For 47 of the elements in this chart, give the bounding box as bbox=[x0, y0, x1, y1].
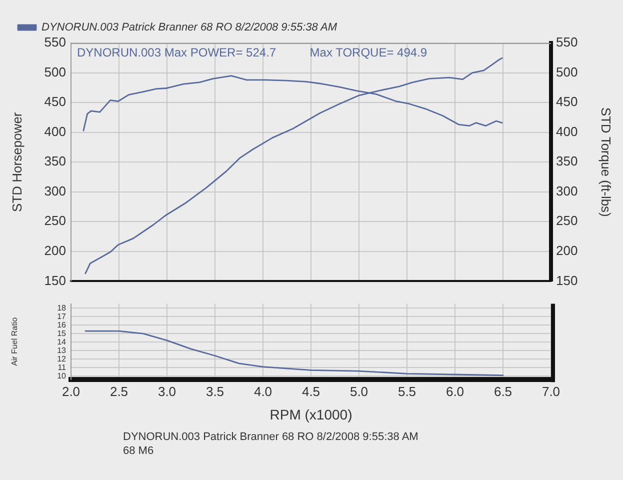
y-tick-label: 400 bbox=[44, 124, 66, 139]
x-tick-label: 5.5 bbox=[398, 384, 416, 399]
y-tick-label: 550 bbox=[44, 34, 66, 50]
y-tick-label: 12 bbox=[57, 354, 67, 364]
x-tick-label: 6.0 bbox=[446, 384, 464, 399]
text: 68 M6 bbox=[123, 444, 155, 458]
y2-tick-label: 300 bbox=[556, 183, 578, 198]
annotation: DYNORUN.003 Max POWER= 524.7 bbox=[77, 45, 276, 60]
y-tick-label: 250 bbox=[44, 213, 66, 228]
y-tick-label: 200 bbox=[44, 243, 66, 258]
x-tick-label: 7.0 bbox=[542, 384, 560, 399]
y2-axis-title: STD Torque (ft-lbs) bbox=[598, 107, 614, 217]
y-axis-title: STD Horsepower bbox=[9, 112, 24, 212]
y-tick-label: 13 bbox=[57, 346, 67, 355]
y-tick-label: 11 bbox=[58, 362, 67, 372]
y-tick-label: 15 bbox=[57, 328, 67, 338]
text: DYNORUN.003 Patrick Branner 68 RO 8/2/2008 9:55:38 AM bbox=[123, 430, 420, 444]
y2-tick-label: 500 bbox=[556, 64, 578, 80]
x-tick-label: 4.5 bbox=[302, 384, 320, 399]
x-tick-label: 2.5 bbox=[110, 384, 128, 399]
annotation: Max TORQUE= 494.9 bbox=[310, 45, 428, 60]
y-tick-label: 350 bbox=[44, 154, 66, 169]
y2-tick-label: 550 bbox=[556, 34, 578, 50]
y2-tick-label: 200 bbox=[556, 243, 578, 258]
x-tick-label: 6.5 bbox=[494, 384, 512, 399]
y-tick-label: 16 bbox=[57, 320, 67, 330]
legend-label: DYNORUN.003 Patrick Branner 68 RO 8/2/2008 9:55:38 AM bbox=[42, 22, 338, 34]
y-tick-label: 300 bbox=[44, 183, 66, 198]
y-tick-label: 17 bbox=[57, 312, 67, 321]
x-tick-label: 2.0 bbox=[62, 384, 80, 399]
y-tick-label: 500 bbox=[44, 64, 66, 80]
y-tick-label: 18 bbox=[57, 303, 67, 312]
x-tick-label: 5.0 bbox=[350, 384, 368, 399]
y-tick-label: 10 bbox=[57, 371, 67, 380]
x-tick-label: 3.5 bbox=[206, 384, 224, 399]
y-tick-label: 150 bbox=[44, 272, 66, 288]
y2-tick-label: 400 bbox=[556, 124, 578, 139]
y-tick-label: 14 bbox=[57, 337, 67, 346]
y2-tick-label: 350 bbox=[556, 154, 578, 169]
x-tick-label: 4.0 bbox=[254, 384, 272, 399]
y2-tick-label: 150 bbox=[556, 272, 578, 288]
y-axis-title: Air Fuel Ratio bbox=[10, 316, 20, 366]
y2-tick-label: 250 bbox=[556, 213, 578, 228]
x-tick-label: 3.0 bbox=[158, 384, 176, 399]
x-axis-title: RPM (x1000) bbox=[270, 406, 352, 422]
y-tick-label: 450 bbox=[44, 94, 66, 110]
y2-tick-label: 450 bbox=[556, 94, 578, 110]
